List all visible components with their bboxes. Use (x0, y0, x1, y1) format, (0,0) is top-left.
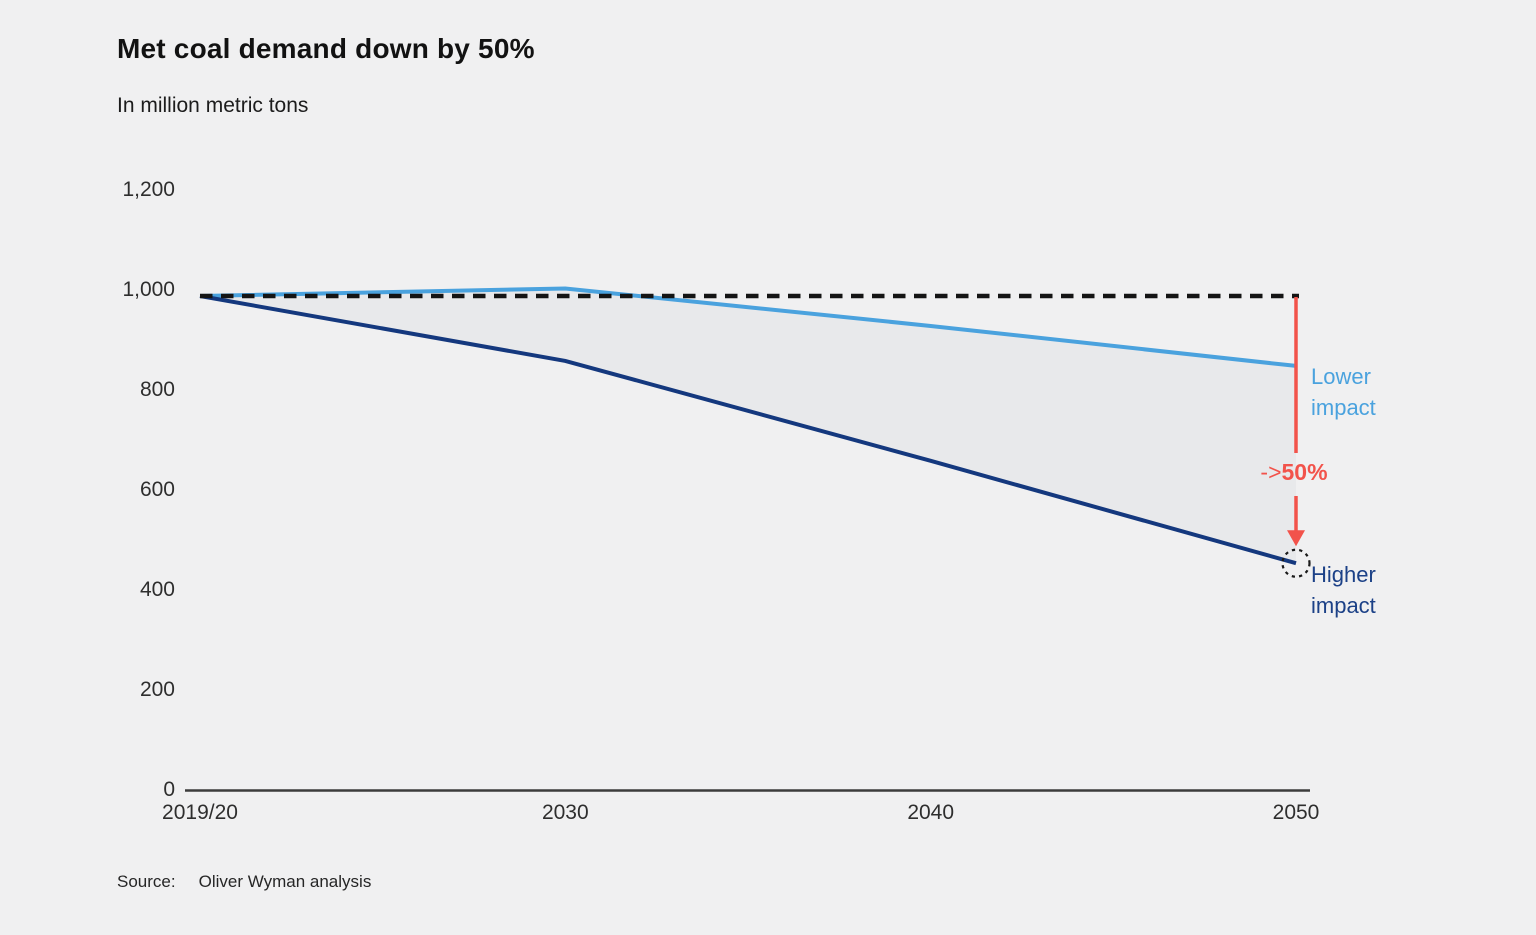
decline-arrow-head (1287, 530, 1305, 547)
x-tick-label: 2030 (541, 801, 589, 824)
y-tick-label: 400 (139, 577, 175, 601)
x-tick-label: 2050 (1272, 801, 1320, 824)
impact-range-band (200, 288, 1296, 564)
y-tick-label: 0 (163, 777, 175, 801)
y-tick-label: 600 (139, 477, 175, 501)
endpoint-marker-circle (1281, 548, 1311, 578)
decline-percentage-label: ->50% (1194, 459, 1394, 486)
y-tick-label: 200 (139, 677, 175, 701)
source-text: Oliver Wyman analysis (198, 872, 372, 891)
lower-impact-line (199, 286, 1297, 368)
x-tick-label: 2040 (907, 801, 955, 824)
chart-title: Met coal demand down by 50% (117, 33, 535, 64)
decline-percentage-value: 50% (1281, 459, 1328, 485)
y-tick-label: 800 (139, 377, 175, 401)
higher-impact-line (199, 294, 1297, 566)
lower-impact-label: Lower impact (1311, 364, 1376, 420)
decline-arrow-glyph: -> (1260, 459, 1282, 485)
y-tick-label: 1,200 (122, 178, 175, 202)
x-tick-label: 2019/20 (162, 801, 238, 824)
source-line: Source: Oliver Wyman analysis (117, 872, 371, 892)
source-label: Source: (117, 872, 176, 891)
chart-subtitle: In million metric tons (117, 94, 309, 117)
y-tick-label: 1,000 (122, 278, 175, 301)
higher-impact-label: Higher impact (1311, 562, 1376, 618)
